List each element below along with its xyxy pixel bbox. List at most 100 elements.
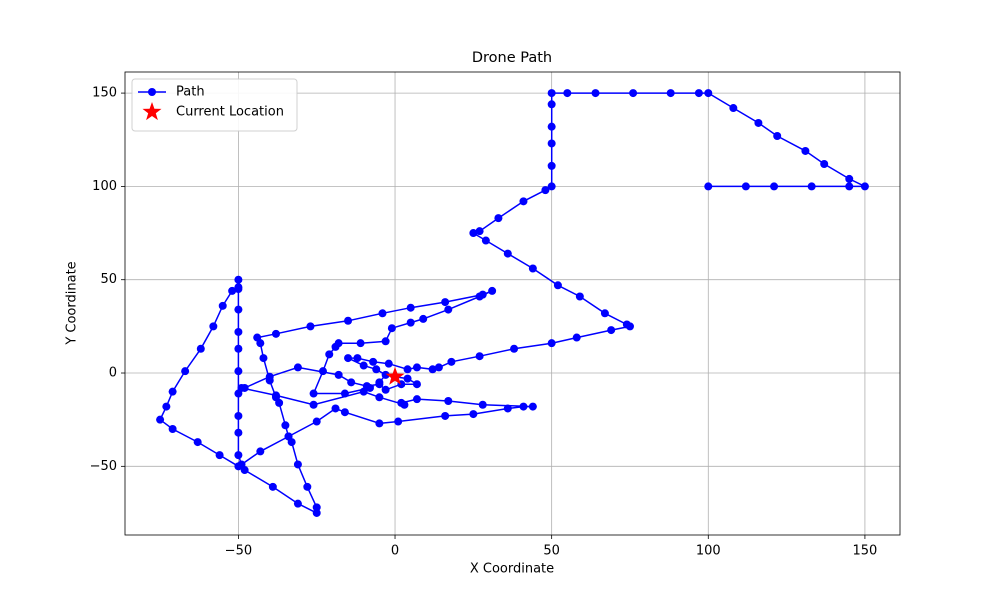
point-marker [312, 503, 321, 512]
point-marker [704, 89, 713, 98]
point-marker [553, 281, 562, 290]
star-marker [385, 366, 405, 385]
point-marker [234, 451, 243, 460]
point-marker [607, 326, 616, 335]
point-marker [773, 132, 782, 141]
point-marker [547, 89, 556, 98]
point-marker [234, 428, 243, 437]
point-marker [218, 301, 227, 310]
point-marker [375, 393, 384, 402]
y-tick-label: 150 [92, 86, 117, 101]
point-marker [403, 374, 412, 383]
x-axis-label: X Coordinate [470, 562, 554, 577]
point-marker [412, 380, 421, 389]
point-marker [293, 499, 302, 508]
point-marker [331, 404, 340, 413]
point-marker [284, 432, 293, 441]
point-marker [340, 389, 349, 398]
point-marker [234, 327, 243, 336]
point-marker [306, 322, 315, 331]
point-marker [293, 460, 302, 469]
legend-marker [148, 88, 156, 96]
point-marker [770, 182, 779, 191]
point-marker [428, 365, 437, 374]
point-marker [629, 89, 638, 98]
legend-label: Path [176, 85, 205, 100]
point-marker [704, 182, 713, 191]
point-marker [215, 451, 224, 460]
point-marker [293, 363, 302, 372]
point-marker [181, 367, 190, 376]
point-marker [309, 400, 318, 409]
point-marker [156, 415, 165, 424]
legend-item: Current Location [142, 102, 284, 121]
point-marker [563, 89, 572, 98]
point-marker [469, 410, 478, 419]
point-marker [845, 174, 854, 183]
point-marker [268, 482, 277, 491]
legend-box [131, 78, 298, 132]
point-marker [519, 197, 528, 206]
x-tick-label: 0 [391, 544, 399, 559]
x-tick-label: 50 [543, 544, 560, 559]
point-marker [478, 290, 487, 299]
point-marker [356, 339, 365, 348]
point-marker [666, 89, 675, 98]
point-marker [434, 363, 443, 372]
point-marker [381, 370, 390, 379]
path-line [159, 92, 866, 515]
point-marker [381, 385, 390, 394]
point-marker [340, 408, 349, 417]
point-marker [384, 359, 393, 368]
point-marker [547, 122, 556, 131]
y-tick-label: 0 [109, 366, 117, 381]
y-tick-label: 100 [92, 179, 117, 194]
point-marker [547, 161, 556, 170]
point-marker [234, 275, 243, 284]
point-marker [528, 264, 537, 273]
point-marker [334, 370, 343, 379]
point-marker [375, 419, 384, 428]
point-marker [625, 322, 634, 331]
point-marker [441, 411, 450, 420]
point-marker [303, 482, 312, 491]
plot-frame [124, 71, 901, 536]
point-marker [419, 314, 428, 323]
point-marker [256, 447, 265, 456]
point-marker [412, 363, 421, 372]
point-marker [318, 367, 327, 376]
point-marker [196, 344, 205, 353]
point-marker [547, 139, 556, 148]
x-tick-label: −50 [225, 544, 252, 559]
point-marker [256, 339, 265, 348]
point-marker [209, 322, 218, 331]
point-marker [820, 160, 829, 169]
point-marker [359, 361, 368, 370]
point-marker [475, 352, 484, 361]
point-marker [259, 354, 268, 363]
point-marker [600, 309, 609, 318]
point-marker [510, 344, 519, 353]
point-marker [378, 309, 387, 318]
point-marker [807, 182, 816, 191]
point-marker [387, 324, 396, 333]
point-marker [754, 118, 763, 127]
chart-title: Drone Path [472, 50, 552, 66]
point-marker [503, 249, 512, 258]
point-marker [845, 182, 854, 191]
point-marker [265, 372, 274, 381]
point-marker [547, 182, 556, 191]
point-marker [275, 398, 284, 407]
y-tick-label: 50 [100, 272, 117, 287]
x-tick-label: 100 [696, 544, 721, 559]
point-marker [444, 397, 453, 406]
point-marker [369, 357, 378, 366]
point-marker [547, 339, 556, 348]
point-marker [572, 333, 581, 342]
legend-marker [142, 102, 162, 121]
point-marker [441, 298, 450, 307]
point-marker [344, 354, 353, 363]
point-marker [372, 365, 381, 374]
point-marker [228, 286, 237, 295]
